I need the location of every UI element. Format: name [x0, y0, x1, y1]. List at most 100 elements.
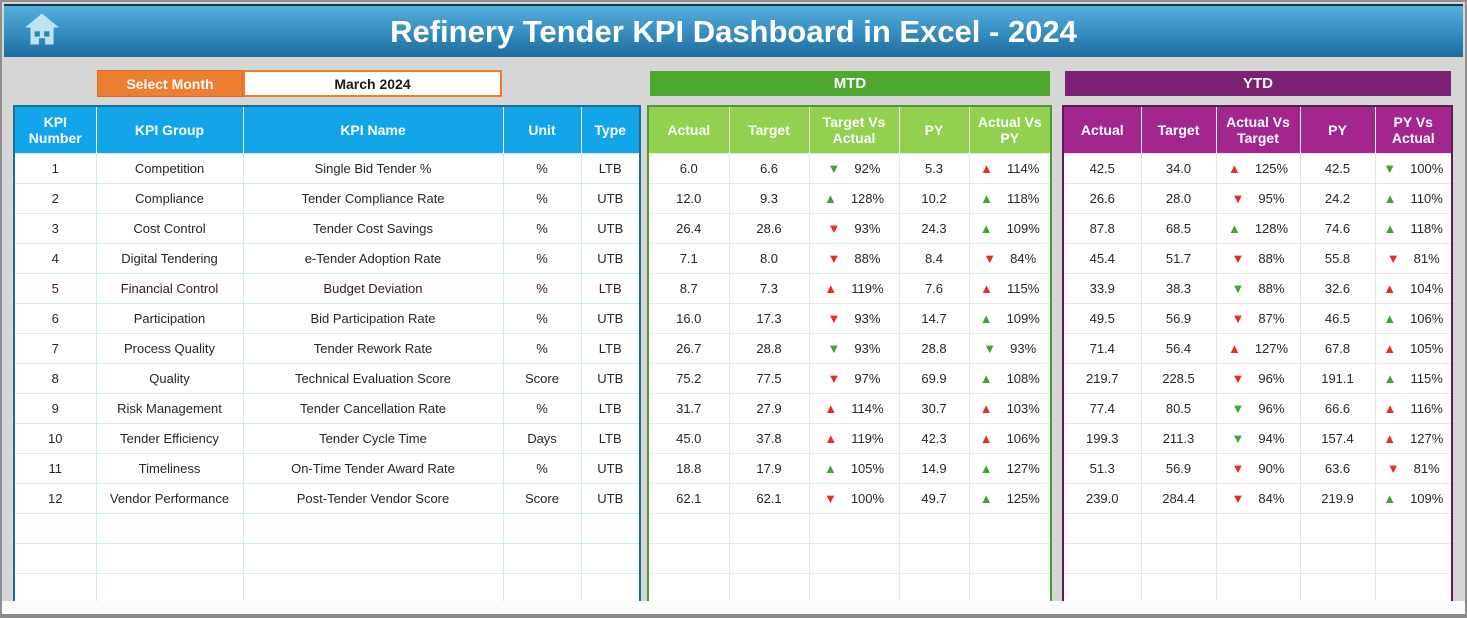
empty-cell	[1140, 572, 1217, 604]
percent-value: 128%	[850, 191, 885, 207]
target-vs-actual-cell: ▲ 128%	[808, 182, 900, 214]
up-arrow-icon: ▲	[824, 281, 838, 297]
type-cell: LTB	[580, 392, 641, 424]
ytd-actual-header: Actual	[1063, 106, 1142, 153]
home-icon	[23, 12, 61, 51]
empty-cell	[580, 542, 641, 574]
table-row: 3 Cost Control Tender Cost Savings% UTB	[13, 212, 641, 244]
actual-vs-py-cell: ▲ 125%	[968, 482, 1052, 514]
up-arrow-icon: ▲	[979, 371, 993, 387]
actual-cell: 33.9	[1062, 272, 1142, 304]
table-row: 42.5 34.0 ▲ 125% 42.5 ▼ 100%	[1062, 152, 1453, 184]
target-cell: 37.8	[728, 422, 810, 454]
table-row: 75.2 77.5 ▼ 97% 69.9 ▲ 108%	[647, 362, 1052, 394]
py-cell: 42.5	[1299, 152, 1376, 184]
type-cell: UTB	[580, 452, 641, 484]
table-row: 87.8 68.5 ▲ 128% 74.6 ▲ 118%	[1062, 212, 1453, 244]
actual-vs-py-cell: ▼ 93%	[968, 332, 1052, 364]
actual-vs-py-cell: ▲ 115%	[968, 272, 1052, 304]
selected-month-field[interactable]: March 2024	[243, 70, 502, 97]
unit-cell: Score	[502, 482, 582, 514]
empty-cell	[647, 542, 730, 574]
target-cell: 17.3	[728, 302, 810, 334]
percent-value: 109%	[1006, 221, 1040, 237]
kpi-name-cell: Tender Rework Rate	[242, 332, 504, 364]
table-row: 9 Risk Management Tender Cancellation Rate…	[13, 392, 641, 424]
up-arrow-icon: ▲	[980, 191, 994, 207]
up-arrow-icon: ▲	[1383, 221, 1397, 237]
target-cell: 34.0	[1140, 152, 1217, 184]
table-row: 26.6 28.0 ▼ 95% 24.2 ▲ 110%	[1062, 182, 1453, 214]
py-cell: 66.6	[1299, 392, 1376, 424]
py-vs-actual-cell: ▼ 81%	[1374, 242, 1453, 274]
up-arrow-icon: ▲	[1383, 401, 1397, 417]
actual-cell: 239.0	[1062, 482, 1142, 514]
actual-vs-target-cell: ▼ 96%	[1215, 362, 1301, 394]
target-cell: 28.6	[728, 212, 810, 244]
empty-cell	[1062, 512, 1142, 544]
target-vs-actual-cell: ▲ 105%	[808, 452, 900, 484]
percent-value: 115%	[1410, 371, 1443, 387]
down-arrow-icon: ▼	[1231, 401, 1245, 417]
actual-cell: 51.3	[1062, 452, 1142, 484]
type-cell: LTB	[580, 152, 641, 184]
unit-cell: %	[502, 392, 582, 424]
table-row: 49.5 56.9 ▼ 87% 46.5 ▲ 106%	[1062, 302, 1453, 334]
home-button[interactable]	[22, 12, 62, 51]
target-vs-actual-cell: ▼ 93%	[808, 302, 900, 334]
py-cell: 30.7	[898, 392, 970, 424]
percent-value: 106%	[1006, 431, 1040, 447]
target-cell: 27.9	[728, 392, 810, 424]
empty-cell	[13, 512, 97, 544]
mtd-actual-header: Actual	[648, 106, 730, 153]
up-arrow-icon: ▲	[1227, 341, 1241, 357]
kpi-number-cell: 1	[13, 152, 97, 184]
actual-vs-target-cell: ▼ 84%	[1215, 482, 1301, 514]
py-cell: 24.2	[1299, 182, 1376, 214]
percent-value: 93%	[1010, 341, 1037, 357]
actual-cell: 75.2	[647, 362, 730, 394]
percent-value: 128%	[1254, 221, 1289, 237]
empty-cell	[647, 512, 730, 544]
percent-value: 125%	[1254, 161, 1289, 177]
empty-cell	[898, 572, 970, 604]
empty-cell	[13, 572, 97, 604]
kpi-name-cell: Tender Cycle Time	[242, 422, 504, 454]
empty-row	[13, 512, 641, 544]
kpi-number-cell: 10	[13, 422, 97, 454]
py-vs-actual-cell: ▼ 100%	[1374, 152, 1453, 184]
empty-cell	[728, 512, 810, 544]
percent-value: 127%	[1006, 461, 1040, 477]
kpi-group-cell: Financial Control	[95, 272, 244, 304]
percent-value: 84%	[1258, 491, 1285, 507]
down-arrow-icon: ▼	[827, 251, 841, 267]
percent-value: 97%	[854, 371, 881, 387]
table-row: 71.4 56.4 ▲ 127% 67.8 ▲ 105%	[1062, 332, 1453, 364]
kpi-name-cell: Budget Deviation	[242, 272, 504, 304]
actual-cell: 199.3	[1062, 422, 1142, 454]
empty-cell	[808, 572, 900, 604]
percent-value: 96%	[1258, 401, 1285, 417]
type-header: Type	[581, 106, 640, 153]
select-month-button[interactable]: Select Month	[97, 70, 243, 97]
type-cell: UTB	[580, 362, 641, 394]
target-vs-actual-cell: ▲ 119%	[808, 272, 900, 304]
down-arrow-icon: ▼	[983, 251, 997, 267]
percent-value: 115%	[1007, 281, 1040, 297]
down-arrow-icon: ▼	[1231, 431, 1245, 447]
mtd-actual-vs-py-header: Actual Vs PY	[969, 106, 1051, 153]
actual-cell: 45.4	[1062, 242, 1142, 274]
empty-cell	[1299, 512, 1376, 544]
percent-value: 93%	[854, 341, 881, 357]
kpi-group-cell: Quality	[95, 362, 244, 394]
empty-cell	[95, 512, 244, 544]
py-cell: 157.4	[1299, 422, 1376, 454]
target-vs-actual-cell: ▼ 97%	[808, 362, 900, 394]
up-arrow-icon: ▲	[979, 401, 993, 417]
down-arrow-icon: ▼	[1386, 251, 1400, 267]
up-arrow-icon: ▲	[1227, 221, 1241, 237]
mtd-py-header: PY	[899, 106, 970, 153]
actual-cell: 12.0	[647, 182, 730, 214]
table-row: 45.4 51.7 ▼ 88% 55.8 ▼ 81%	[1062, 242, 1453, 274]
py-cell: 5.3	[898, 152, 970, 184]
